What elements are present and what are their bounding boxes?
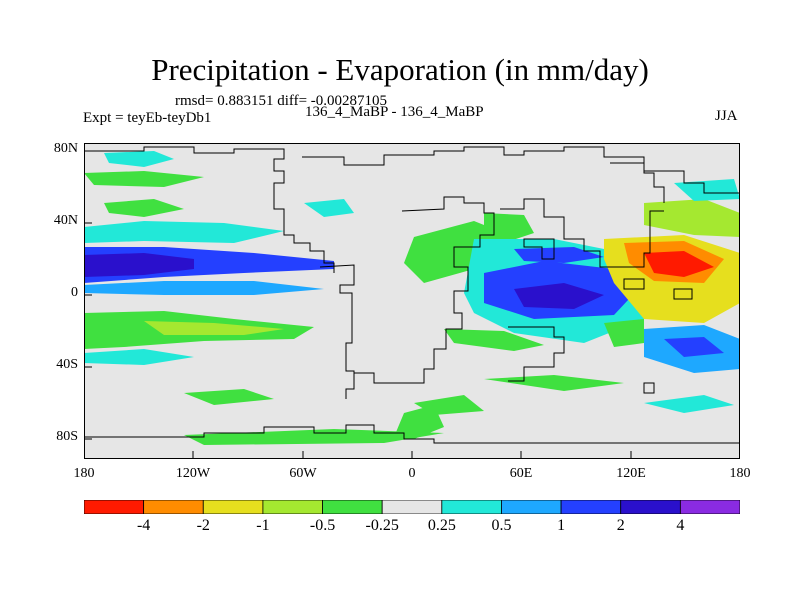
axis-ticks bbox=[84, 150, 632, 459]
field-patches bbox=[84, 151, 740, 445]
center-label: 136_4_MaBP - 136_4_MaBP bbox=[305, 104, 484, 120]
coast-eurasia-west bbox=[302, 146, 665, 203]
coast-north-america bbox=[84, 146, 335, 273]
coast-east-asia bbox=[610, 162, 740, 194]
xtick-label-180w: 180 bbox=[73, 466, 95, 481]
patch-swp-green bbox=[604, 319, 644, 347]
patch-wp-lightgreen bbox=[644, 199, 740, 237]
colorbar-box-8 bbox=[560, 500, 622, 514]
patch-arctic-cyan bbox=[104, 151, 174, 167]
xtick-label-60e: 60E bbox=[509, 466, 533, 481]
colorbar-box-6 bbox=[441, 500, 502, 514]
colorbar-label: -0.25 bbox=[365, 517, 399, 534]
patch-wp-red bbox=[644, 251, 714, 277]
xtick-label-120w: 120W bbox=[175, 466, 211, 481]
patch-wp-cyan bbox=[674, 179, 740, 201]
colorbar-box-2 bbox=[202, 500, 264, 514]
page-title: Precipitation - Evaporation (in mm/day) bbox=[151, 52, 649, 87]
colorbar-box-3 bbox=[262, 500, 323, 514]
patch-south-trop-lightgreen bbox=[144, 321, 284, 335]
colorbar-box-1 bbox=[143, 500, 204, 514]
patch-npac-green bbox=[104, 199, 184, 217]
patch-io-darkblue bbox=[514, 283, 604, 309]
colorbar-box-7 bbox=[501, 500, 562, 514]
colorbar-box-5 bbox=[381, 500, 443, 514]
colorbar-box-10 bbox=[679, 500, 740, 514]
colorbar-label: 2 bbox=[616, 517, 625, 534]
patch-trop-pac-cyan bbox=[84, 281, 324, 295]
xtick-label-60w: 60W bbox=[289, 466, 317, 481]
coast-africa bbox=[354, 196, 495, 384]
coast-pacific-islands bbox=[623, 278, 693, 300]
coast-india bbox=[523, 238, 555, 260]
patch-so-green-c bbox=[484, 375, 624, 391]
patch-atl-cyan bbox=[304, 199, 354, 217]
patch-trop-pac-darkblue bbox=[84, 253, 194, 277]
patch-io-south-green bbox=[444, 329, 544, 351]
patch-eurasia-green bbox=[484, 213, 534, 243]
patch-npac-cyan bbox=[84, 221, 284, 243]
coastlines bbox=[84, 146, 740, 444]
season-label: JJA bbox=[715, 108, 738, 124]
colorbar-box-4 bbox=[322, 500, 383, 514]
ytick-label-80n: 80N bbox=[53, 141, 78, 156]
colorbar bbox=[84, 500, 740, 514]
xtick-label-180e: 180 bbox=[729, 466, 751, 481]
coast-antarctica bbox=[84, 424, 740, 444]
patch-so-cyan bbox=[644, 395, 734, 413]
colorbar-box-9 bbox=[620, 500, 681, 514]
colorbar-label: 0.5 bbox=[491, 517, 512, 534]
ytick-label-0: 0 bbox=[71, 285, 78, 300]
colorbar-label: 0.25 bbox=[427, 517, 456, 534]
colorbar-label: -4 bbox=[136, 517, 151, 534]
colorbar-box-0 bbox=[84, 500, 145, 514]
map-plot bbox=[84, 143, 740, 459]
ytick-label-80s: 80S bbox=[56, 429, 78, 444]
coast-europe-asia bbox=[500, 198, 664, 268]
patch-arctic-green bbox=[84, 171, 204, 187]
colorbar-label: 4 bbox=[676, 517, 685, 534]
colorbar-label: -1 bbox=[256, 517, 270, 534]
patch-mc-blue bbox=[514, 247, 604, 263]
colorbar-label: 1 bbox=[557, 517, 566, 534]
coast-south-america bbox=[319, 264, 355, 399]
patch-south-atl-green bbox=[394, 405, 444, 439]
xtick-label-0: 0 bbox=[408, 466, 416, 481]
colorbar-label: -0.5 bbox=[309, 517, 336, 534]
xtick-label-120e: 120E bbox=[616, 466, 646, 481]
ytick-label-40n: 40N bbox=[53, 213, 78, 228]
patch-swp-darkblue bbox=[664, 337, 724, 357]
patch-so-green-a bbox=[184, 389, 274, 405]
stats-text: rmsd= 0.883151 diff= -0.00287105 bbox=[175, 93, 388, 109]
left-label: Expt = teyEb-teyDb1 bbox=[83, 110, 212, 126]
coast-australia bbox=[508, 326, 565, 382]
patch-south-trop-cyan bbox=[84, 349, 194, 365]
colorbar-label: -2 bbox=[196, 517, 210, 534]
ytick-label-40s: 40S bbox=[56, 357, 78, 372]
coast-nz bbox=[643, 382, 655, 394]
